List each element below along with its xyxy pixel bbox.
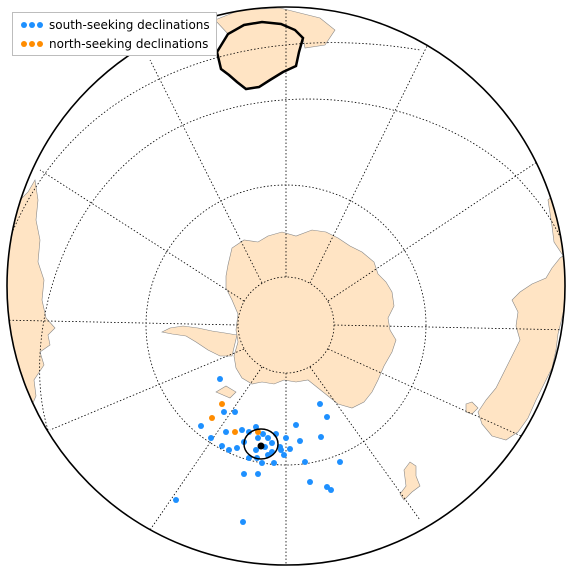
pole-point-south-seeking	[317, 401, 323, 407]
pole-point-south-seeking	[318, 434, 324, 440]
pole-point-north-seeking	[219, 401, 225, 407]
landmass-africa	[477, 249, 565, 441]
legend-label: south-seeking declinations	[49, 18, 210, 32]
pole-point-south-seeking	[240, 519, 246, 525]
pole-point-south-seeking	[287, 446, 293, 452]
pole-point-south-seeking	[239, 427, 245, 433]
parallel-line	[39, 98, 565, 431]
globe-outline	[6, 6, 566, 566]
pole-point-south-seeking	[234, 445, 240, 451]
pole-point-north-seeking	[209, 415, 215, 421]
meridian-line	[149, 59, 263, 284]
pole-point-north-seeking	[255, 429, 261, 435]
meridian-line	[149, 366, 263, 531]
pole-point-south-seeking	[281, 452, 287, 458]
pole-point-south-seeking	[297, 438, 303, 444]
legend-item-south-seeking: south-seeking declinations	[21, 16, 210, 34]
pole-point-south-seeking	[217, 376, 223, 382]
pole-point-south-seeking	[198, 423, 204, 429]
pole-point-south-seeking	[324, 414, 330, 420]
pole-point-south-seeking	[221, 409, 227, 415]
pole-point-south-seeking	[328, 487, 334, 493]
landmass-new-zealand	[399, 461, 421, 501]
pole-point-south-seeking	[173, 497, 179, 503]
pole-point-south-seeking	[208, 435, 214, 441]
legend-label: north-seeking declinations	[49, 37, 209, 51]
pole-point-south-seeking	[223, 429, 229, 435]
parallel-line	[7, 42, 421, 261]
meridian-line	[333, 324, 565, 331]
pole-point-south-seeking	[246, 429, 252, 435]
pole-point-south-seeking	[255, 471, 261, 477]
pole-point-south-seeking	[307, 479, 313, 485]
landmass-madagascar	[465, 401, 479, 415]
landmass-antarctica-outlier	[215, 385, 237, 399]
pole-point-south-seeking	[253, 424, 259, 430]
pole-point-south-seeking	[255, 435, 261, 441]
pole-point-south-seeking	[253, 447, 259, 453]
highlight-outline	[215, 20, 305, 91]
poles-layer	[173, 376, 343, 525]
landmass-antarctica	[225, 229, 397, 409]
mean-pole-a95-circle	[243, 428, 279, 460]
pole-point-south-seeking	[219, 443, 225, 449]
landmass-antarctica-peninsula	[161, 325, 238, 357]
pole-point-south-seeking	[283, 435, 289, 441]
pole-point-south-seeking	[269, 440, 275, 446]
pole-point-north-seeking	[232, 429, 238, 435]
pole-point-south-seeking	[337, 459, 343, 465]
legend-marker-south-seeking	[21, 21, 43, 29]
pole-point-south-seeking	[232, 409, 238, 415]
meridian-line	[49, 348, 245, 431]
pole-point-south-seeking	[293, 422, 299, 428]
mean-pole-marker	[257, 442, 265, 450]
pole-point-south-seeking	[226, 447, 232, 453]
pole-point-south-seeking	[260, 431, 266, 437]
pole-point-south-seeking	[259, 460, 265, 466]
pole-point-south-seeking	[278, 447, 284, 453]
legend-item-north-seeking: north-seeking declinations	[21, 35, 208, 53]
meridian-line	[7, 319, 239, 326]
pole-point-south-seeking	[271, 460, 277, 466]
meridian-line	[327, 159, 541, 302]
pole-point-south-seeking	[302, 459, 308, 465]
pole-point-south-seeking	[265, 435, 271, 441]
legend: south-seeking declinations north-seeking…	[12, 12, 217, 56]
legend-marker-north-seeking	[21, 40, 43, 48]
mean-pole-group	[243, 428, 279, 460]
pole-point-south-seeking	[241, 471, 247, 477]
